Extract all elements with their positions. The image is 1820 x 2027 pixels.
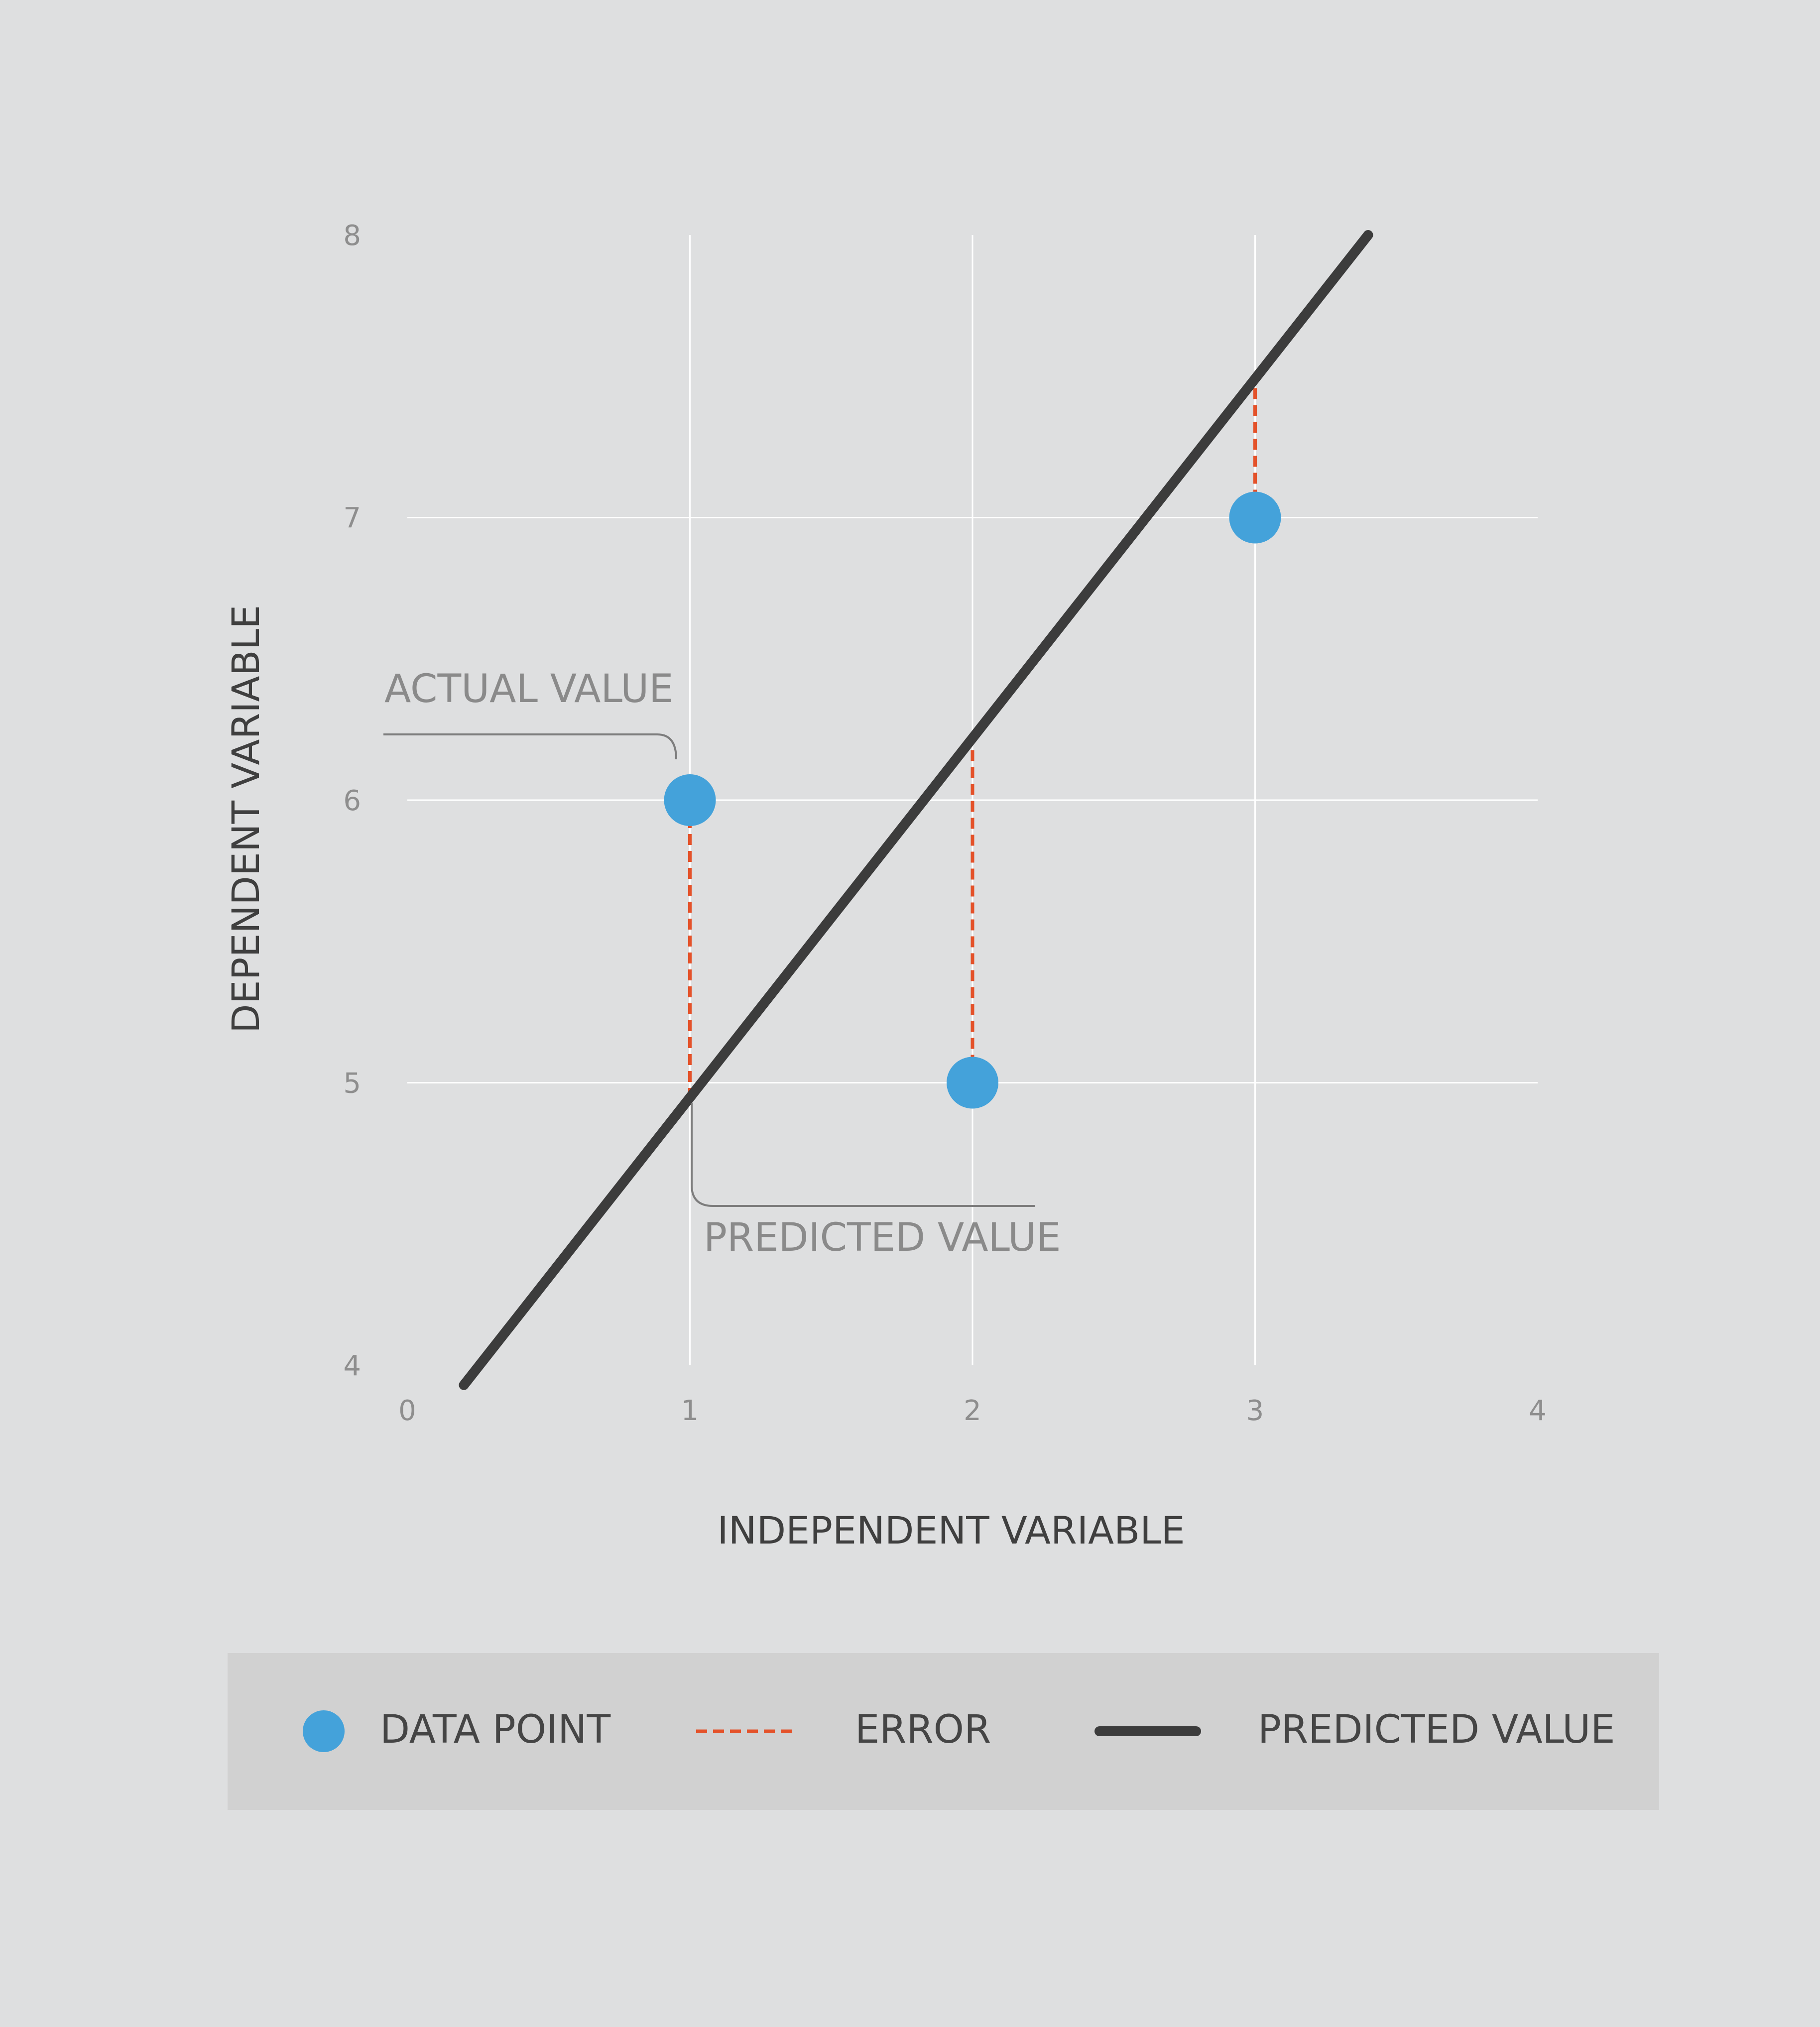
- x-tick-label: 3: [1246, 1395, 1264, 1427]
- predicted-value-line: [459, 230, 1373, 1390]
- legend-data-point-symbol: [303, 1710, 345, 1752]
- grid: [407, 235, 1538, 1365]
- y-axis-title: DEPENDENT VARIABLE: [224, 605, 268, 1033]
- data-point: [1229, 491, 1281, 544]
- x-tick-label: 0: [398, 1395, 416, 1427]
- predicted-value-callout: [691, 1103, 1035, 1207]
- legend: DATA POINT ERROR PREDICTED VALUE: [228, 1653, 1659, 1810]
- legend-background: [228, 1653, 1659, 1810]
- y-tick-label: 5: [343, 1068, 361, 1100]
- data-points: [664, 491, 1281, 1109]
- x-tick-labels: 0 1 2 3 4: [398, 1395, 1547, 1427]
- legend-data-point-label: DATA POINT: [380, 1707, 611, 1752]
- actual-value-callout: [383, 733, 677, 760]
- y-tick-label: 8: [343, 220, 361, 252]
- legend-error-label: ERROR: [855, 1707, 991, 1752]
- actual-value-label: ACTUAL VALUE: [384, 667, 673, 712]
- data-point: [664, 774, 716, 826]
- x-axis-title: INDEPENDENT VARIABLE: [717, 1508, 1185, 1552]
- y-tick-label: 6: [343, 785, 361, 817]
- data-point: [947, 1057, 998, 1109]
- x-tick-label: 1: [681, 1395, 699, 1427]
- x-tick-label: 2: [964, 1395, 981, 1427]
- legend-predicted-label: PREDICTED VALUE: [1258, 1707, 1615, 1752]
- y-tick-label: 4: [343, 1350, 361, 1382]
- predicted-value-label: PREDICTED VALUE: [704, 1215, 1061, 1260]
- x-tick-label: 4: [1529, 1395, 1547, 1427]
- y-tick-labels: 4 5 6 7 8: [343, 220, 361, 1382]
- y-tick-label: 7: [343, 502, 361, 535]
